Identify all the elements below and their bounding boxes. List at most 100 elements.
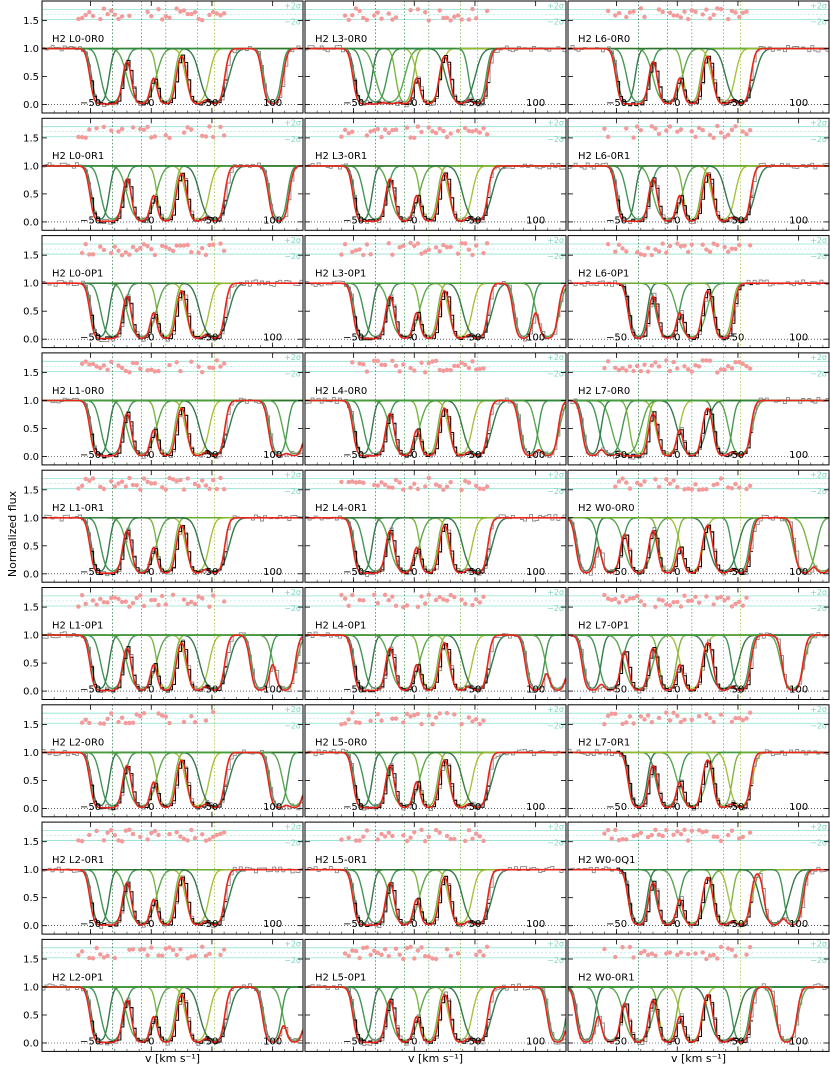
residual-point xyxy=(463,241,468,246)
sigma-label-minus: −2σ xyxy=(547,604,564,613)
residual-point xyxy=(624,480,629,485)
residual-point xyxy=(729,246,735,251)
x-tick-label: 0 xyxy=(411,685,417,696)
residual-point xyxy=(744,716,749,721)
residual-point xyxy=(174,830,179,835)
sigma-label-minus: −2σ xyxy=(810,487,827,496)
residual-point xyxy=(455,128,461,134)
residual-point xyxy=(419,945,424,950)
residual-point xyxy=(649,951,654,956)
sigma-label-minus: −2σ xyxy=(547,252,564,261)
panel-frame xyxy=(41,0,304,114)
model-profile xyxy=(305,517,566,574)
residual-point xyxy=(729,828,735,833)
residual-point xyxy=(361,252,366,258)
residual-point xyxy=(138,126,143,132)
y-tick-label: 1.0 xyxy=(23,396,39,407)
panel-label: H2 L3-0R1 xyxy=(315,151,367,162)
panel-plot-area xyxy=(305,235,566,348)
residual-point xyxy=(437,8,442,13)
panel-label: H2 L2-0R1 xyxy=(52,855,104,866)
residual-point xyxy=(357,597,362,603)
residual-point xyxy=(101,600,107,605)
residual-point xyxy=(382,127,388,132)
residual-point xyxy=(101,721,107,726)
residual-point xyxy=(481,366,486,371)
residual-point xyxy=(740,129,745,134)
residual-point xyxy=(178,9,183,14)
residual-point xyxy=(747,128,753,133)
residual-point xyxy=(192,720,198,725)
residual-point xyxy=(123,484,128,489)
residual-point xyxy=(693,9,698,14)
residual-point xyxy=(130,360,136,366)
data-spectrum-unused xyxy=(42,279,303,343)
residual-point xyxy=(375,837,380,842)
panel-plot-area xyxy=(42,352,303,465)
residual-point xyxy=(631,721,636,726)
data-spectrum-unused xyxy=(568,279,829,342)
residual-point xyxy=(474,243,479,248)
residual-point xyxy=(181,243,187,248)
residual-point xyxy=(375,601,380,606)
residual-point xyxy=(481,250,486,256)
data-spectrum-unused xyxy=(42,866,303,929)
residual-point xyxy=(433,715,439,720)
residual-point xyxy=(218,952,223,958)
residual-point xyxy=(635,832,640,838)
y-tick-label: 1.5 xyxy=(23,251,39,262)
residual-point xyxy=(726,832,731,838)
residual-point xyxy=(423,249,428,254)
residual-point xyxy=(145,368,150,373)
residual-point xyxy=(602,126,607,131)
panel-plot-area xyxy=(42,939,303,1052)
x-tick-label: 100 xyxy=(263,333,282,344)
residual-point xyxy=(718,944,724,950)
residual-point xyxy=(463,362,468,367)
residual-point xyxy=(733,953,738,959)
residual-point xyxy=(675,366,680,371)
residual-point xyxy=(138,593,143,598)
residual-point xyxy=(470,359,475,364)
residual-point xyxy=(707,715,713,721)
residual-point xyxy=(350,249,355,255)
residual-point xyxy=(109,359,114,364)
residual-point xyxy=(645,245,651,251)
x-tick-label: 50 xyxy=(469,450,482,461)
residual-point xyxy=(678,719,684,725)
y-tick-label: 1.5 xyxy=(23,720,39,731)
residual-point xyxy=(203,838,209,843)
residual-point xyxy=(130,831,136,837)
residual-point xyxy=(729,127,735,132)
residual-point xyxy=(441,128,446,134)
residual-point xyxy=(656,249,662,254)
residual-point xyxy=(620,594,625,599)
residual-point xyxy=(382,482,388,487)
residual-point xyxy=(609,597,614,603)
x-tick-label: −50 xyxy=(343,919,364,930)
residual-point xyxy=(390,594,395,599)
residual-point xyxy=(656,364,662,369)
residual-point xyxy=(605,134,611,139)
panel-plot-area xyxy=(305,587,566,700)
x-tick-label: 100 xyxy=(526,215,545,226)
residual-point xyxy=(747,830,753,835)
residual-point xyxy=(744,131,749,137)
model-profile xyxy=(568,165,829,223)
sigma-label-plus: +2σ xyxy=(810,470,827,479)
residual-point xyxy=(444,710,450,716)
residual-point xyxy=(474,717,479,722)
residual-point xyxy=(631,135,636,140)
panel-plot-area xyxy=(305,704,566,817)
residual-point xyxy=(109,827,114,833)
residual-point xyxy=(733,124,738,129)
residual-point xyxy=(160,17,165,22)
residual-point xyxy=(375,126,380,132)
y-tick-label: 1.5 xyxy=(23,16,39,27)
residual-point xyxy=(189,599,194,605)
residual-point xyxy=(682,9,687,14)
panel-label: H2 W0-0R0 xyxy=(578,503,635,514)
panel: +2σ −2σ −50 0 50 100 H2 L5-0R0 xyxy=(304,704,567,818)
residual-point xyxy=(620,837,625,842)
